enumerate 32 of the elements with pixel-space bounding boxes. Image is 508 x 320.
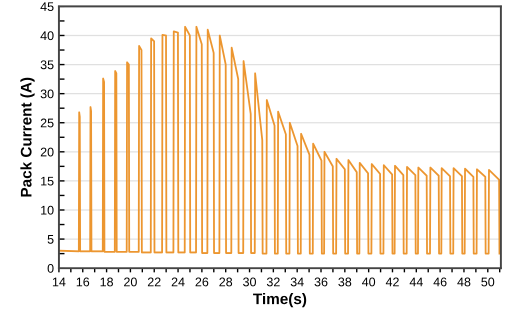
x-tick-label: 40 <box>362 278 376 286</box>
x-tick-label: 34 <box>290 278 304 286</box>
x-tick-label: 30 <box>243 278 256 286</box>
y-tick-label: 35 <box>40 60 54 70</box>
y-tick-label: 10 <box>41 206 54 215</box>
x-tick-label: 14 <box>52 278 66 286</box>
x-tick-label: 44 <box>410 278 423 286</box>
y-tick-label: 0 <box>48 264 54 273</box>
x-tick-label: 26 <box>196 278 208 286</box>
x-tick-label: 20 <box>124 278 137 286</box>
y-tick-label: 30 <box>40 89 54 98</box>
x-axis-title: Time(s) <box>253 293 306 308</box>
y-tick-label: 20 <box>40 148 54 156</box>
x-tick-label: 46 <box>433 278 447 286</box>
y-tick-label: 15 <box>41 176 54 186</box>
x-tick-label: 36 <box>314 278 328 286</box>
x-tick-label: 22 <box>148 278 161 286</box>
y-tick-label: 45 <box>40 2 54 12</box>
y-axis-title: Pack Current (A) <box>20 78 35 197</box>
x-tick-label: 50 <box>481 278 494 286</box>
y-tick-label: 40 <box>40 31 54 40</box>
x-tick-label: 32 <box>266 278 280 286</box>
x-tick-label: 24 <box>172 278 185 286</box>
y-tick-label: 25 <box>40 118 54 128</box>
y-tick-label: 5 <box>48 235 54 244</box>
x-tick-label: 38 <box>338 278 352 286</box>
x-tick-label: 18 <box>100 278 113 286</box>
x-tick-label: 28 <box>219 278 232 286</box>
x-tick-label: 42 <box>386 278 399 286</box>
x-tick-label: 48 <box>457 278 470 286</box>
x-tick-label: 16 <box>76 278 90 286</box>
line-series <box>58 26 500 255</box>
